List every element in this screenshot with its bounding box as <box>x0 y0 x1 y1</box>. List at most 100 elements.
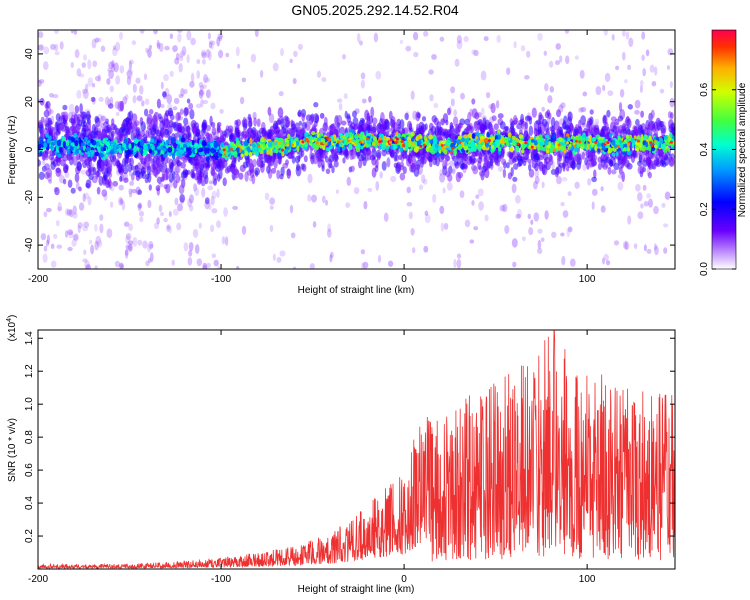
spectrogram-cell <box>165 183 171 194</box>
spectrogram-cell <box>330 251 334 259</box>
spectrogram-cell <box>480 70 487 81</box>
spectrogram-cell <box>256 159 262 168</box>
spectrogram-cell <box>95 170 99 180</box>
spectrogram-cell <box>428 122 434 131</box>
spectrogram-cell <box>614 125 620 134</box>
spectrogram-cell <box>260 160 266 168</box>
spectrogram-cell <box>222 177 227 187</box>
spectrogram-cell <box>406 202 413 207</box>
spectrogram-cell <box>181 46 187 56</box>
spectrogram-cell <box>170 137 175 142</box>
spectrogram-cell <box>556 109 561 118</box>
spectrogram-cell <box>162 121 168 131</box>
spectrogram-cell <box>609 159 614 167</box>
spectrogram-cell <box>663 223 669 228</box>
spectrogram-cell <box>574 153 581 163</box>
spectrogram-cell <box>176 160 182 167</box>
spectrogram-cell <box>648 198 653 208</box>
spectrogram-cell <box>496 161 501 167</box>
spectrogram-cell <box>171 153 176 160</box>
spectrogram-cell <box>574 181 580 189</box>
spectrogram-cell <box>216 265 221 269</box>
spectrogram-cell <box>156 39 160 48</box>
spectrogram-cell <box>497 166 504 172</box>
spectrogram-cell <box>331 122 336 133</box>
spectrogram-cell <box>328 130 334 136</box>
spectrogram-cell <box>129 59 134 65</box>
spectrogram-cell <box>322 145 326 151</box>
spectrogram-cell <box>292 77 297 85</box>
spectrogram-cell <box>511 238 518 248</box>
spectrogram-cell <box>350 165 355 172</box>
spectrogram-cell <box>202 264 208 269</box>
spectrogram-cell <box>211 40 216 46</box>
spectrogram-cell <box>279 250 286 257</box>
spectrogram-cell <box>87 77 94 87</box>
spectrogram-cell <box>457 135 463 140</box>
spectrogram-cell <box>213 259 219 267</box>
figure-title: GN05.2025.292.14.52.R04 <box>291 2 459 18</box>
spectrogram-cell <box>146 157 152 166</box>
spectrogram-cell <box>561 255 566 266</box>
spectrogram-cell <box>118 184 124 191</box>
spectrogram-cell <box>253 132 257 144</box>
spectrogram-cell <box>207 50 212 61</box>
spectrogram-cell <box>602 115 607 124</box>
spectrogram-cell <box>96 160 102 170</box>
spectrogram-cell <box>63 120 68 129</box>
spectrogram-cell <box>489 154 495 161</box>
spectrogram-cell <box>232 205 239 210</box>
spectrogram-cell <box>172 106 178 111</box>
spectrogram-cell <box>448 160 454 167</box>
spectrogram-cell <box>104 96 110 106</box>
spectrogram-cell <box>98 96 104 102</box>
spectrogram-cell <box>402 153 408 159</box>
spectrogram-cell <box>78 202 85 211</box>
spectrogram-cell <box>119 65 125 74</box>
spectrogram-cell <box>593 169 597 179</box>
spectrogram-cell <box>566 227 571 238</box>
spectrogram-cell <box>325 199 329 206</box>
spectrogram-cell <box>565 125 570 136</box>
spectrogram-cell <box>118 144 122 149</box>
spectrogram-cell <box>178 184 185 195</box>
spectrogram-cell <box>140 149 144 155</box>
spectrogram-cell <box>483 36 489 42</box>
spectrogram-cell <box>405 45 412 52</box>
spectrogram-cell <box>193 183 198 192</box>
spectrogram-cell <box>627 104 633 110</box>
spectrogram-cell <box>439 205 445 215</box>
spectrogram-cell <box>643 201 649 207</box>
spectrogram-cell <box>92 167 97 176</box>
spectrogram-cell <box>475 194 480 199</box>
spectrogram-cell <box>419 135 423 140</box>
spectrogram-cell <box>73 233 79 242</box>
spectrogram-cell <box>398 164 405 171</box>
spectrogram-cell <box>158 42 164 52</box>
spectrogram-cell <box>409 164 414 173</box>
spectrogram-cell <box>520 45 526 52</box>
spectrogram-cell <box>624 79 628 84</box>
spectrogram-cell <box>461 137 465 143</box>
spectrogram-cell <box>242 161 248 169</box>
spectrogram-cell <box>313 113 320 123</box>
spectrogram-cell <box>238 172 244 180</box>
spectrogram-cell <box>670 153 675 162</box>
spectrogram-cell <box>548 60 554 68</box>
spectrogram-cell <box>143 108 149 117</box>
spectrogram-cell <box>200 172 205 178</box>
spectrogram-cell <box>147 172 152 183</box>
spectrogram-cell <box>418 184 424 191</box>
spectrogram-cell <box>47 117 52 126</box>
spectrogram-cell <box>94 224 98 232</box>
spectrogram-cell <box>241 77 247 83</box>
spectrogram-cell <box>77 225 81 233</box>
spectrogram-cell <box>119 262 124 269</box>
spectrogram-cell <box>338 103 343 111</box>
spectrogram-cell <box>50 141 55 147</box>
spectrogram-cell <box>635 184 641 192</box>
spectrogram-cell <box>484 119 491 130</box>
spectrogram-cell <box>625 134 629 139</box>
spectrogram-cell <box>537 32 543 41</box>
spectrogram-cell <box>451 153 456 160</box>
